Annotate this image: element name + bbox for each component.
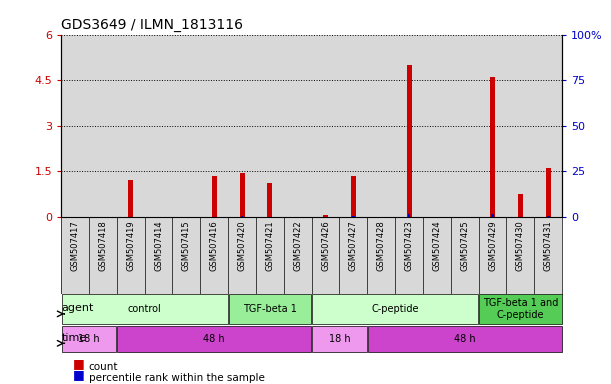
Bar bbox=[240, 173, 244, 217]
Bar bbox=[128, 180, 133, 217]
Text: control: control bbox=[128, 304, 161, 314]
Bar bbox=[61, 35, 89, 217]
Text: GSM507422: GSM507422 bbox=[293, 220, 302, 271]
Bar bbox=[534, 35, 562, 217]
Text: 18 h: 18 h bbox=[78, 334, 100, 344]
Text: 48 h: 48 h bbox=[454, 334, 475, 344]
Bar bbox=[479, 295, 562, 324]
Text: GSM507431: GSM507431 bbox=[544, 220, 553, 271]
Bar bbox=[145, 35, 172, 217]
Text: count: count bbox=[89, 362, 118, 372]
Text: GSM507423: GSM507423 bbox=[404, 220, 414, 271]
Bar bbox=[117, 326, 311, 353]
Text: C-peptide: C-peptide bbox=[371, 304, 419, 314]
Text: 48 h: 48 h bbox=[203, 334, 225, 344]
Bar bbox=[478, 35, 507, 217]
Bar bbox=[507, 35, 534, 217]
Bar bbox=[117, 35, 145, 217]
Bar bbox=[312, 35, 340, 217]
Bar bbox=[340, 35, 367, 217]
Text: GSM507425: GSM507425 bbox=[460, 220, 469, 271]
Bar bbox=[284, 35, 312, 217]
Bar bbox=[312, 326, 367, 353]
Text: GSM507428: GSM507428 bbox=[377, 220, 386, 271]
Text: 18 h: 18 h bbox=[329, 334, 350, 344]
Bar bbox=[351, 176, 356, 217]
Text: GSM507416: GSM507416 bbox=[210, 220, 219, 271]
Text: GDS3649 / ILMN_1813116: GDS3649 / ILMN_1813116 bbox=[61, 18, 243, 32]
Bar bbox=[518, 194, 523, 217]
Bar bbox=[546, 168, 551, 217]
Text: ■: ■ bbox=[73, 368, 89, 381]
Bar bbox=[490, 77, 495, 217]
Bar bbox=[423, 35, 451, 217]
Bar bbox=[268, 183, 273, 217]
Bar bbox=[172, 35, 200, 217]
Text: percentile rank within the sample: percentile rank within the sample bbox=[89, 373, 265, 383]
Bar bbox=[395, 35, 423, 217]
Bar bbox=[256, 35, 284, 217]
Bar bbox=[228, 35, 256, 217]
Bar bbox=[62, 295, 227, 324]
Text: GSM507418: GSM507418 bbox=[98, 220, 108, 271]
Bar bbox=[89, 35, 117, 217]
Text: GSM507427: GSM507427 bbox=[349, 220, 358, 271]
Text: GSM507417: GSM507417 bbox=[70, 220, 79, 271]
Text: GSM507430: GSM507430 bbox=[516, 220, 525, 271]
Text: GSM507424: GSM507424 bbox=[433, 220, 441, 271]
Text: GSM507419: GSM507419 bbox=[126, 220, 135, 271]
Bar bbox=[491, 214, 494, 217]
Bar bbox=[406, 65, 412, 217]
Text: GSM507429: GSM507429 bbox=[488, 220, 497, 271]
Text: time: time bbox=[62, 333, 87, 343]
Bar bbox=[229, 295, 311, 324]
Bar bbox=[368, 326, 562, 353]
Bar bbox=[312, 295, 478, 324]
Bar bbox=[451, 35, 478, 217]
Text: GSM507414: GSM507414 bbox=[154, 220, 163, 271]
Bar bbox=[367, 35, 395, 217]
Text: TGF-beta 1 and
C-peptide: TGF-beta 1 and C-peptide bbox=[483, 298, 558, 320]
Text: GSM507420: GSM507420 bbox=[238, 220, 246, 271]
Text: TGF-beta 1: TGF-beta 1 bbox=[243, 304, 297, 314]
Text: GSM507415: GSM507415 bbox=[182, 220, 191, 271]
Text: agent: agent bbox=[62, 303, 94, 313]
Text: GSM507421: GSM507421 bbox=[265, 220, 274, 271]
Text: ■: ■ bbox=[73, 357, 89, 370]
Bar bbox=[408, 214, 411, 217]
Text: GSM507426: GSM507426 bbox=[321, 220, 330, 271]
Bar bbox=[211, 176, 217, 217]
Bar bbox=[323, 215, 328, 217]
Bar bbox=[62, 326, 116, 353]
Bar bbox=[200, 35, 228, 217]
